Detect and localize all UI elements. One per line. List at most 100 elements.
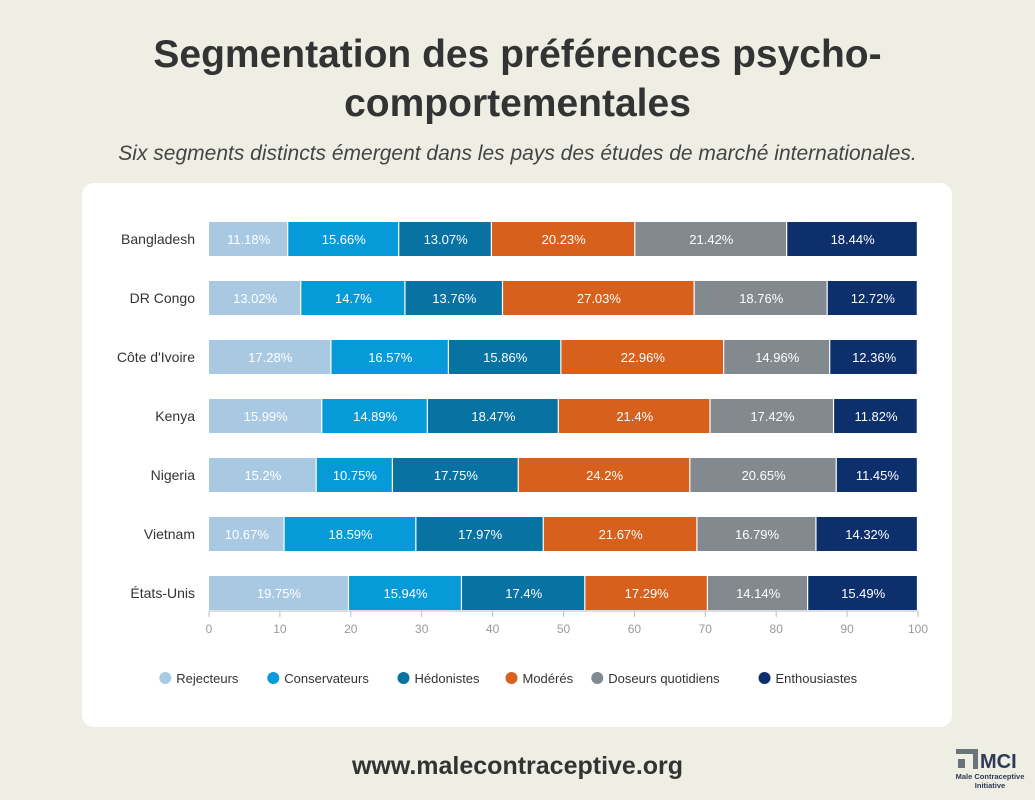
bar-value-label: 17.42% xyxy=(750,409,795,424)
bar-segment xyxy=(427,399,558,433)
x-tick-label: 100 xyxy=(908,622,928,636)
mci-logo-line2: Initiative xyxy=(975,781,1005,790)
bar-value-label: 14.14% xyxy=(736,586,781,601)
bar-segment xyxy=(209,399,322,433)
bar-value-label: 15.49% xyxy=(841,586,886,601)
bar-segment xyxy=(827,281,917,315)
legend-label: Doseurs quotidiens xyxy=(608,671,720,686)
bar-segment xyxy=(707,576,808,610)
bar-segment xyxy=(322,399,427,433)
bar-segment xyxy=(209,222,288,256)
legend-label: Hédonistes xyxy=(415,671,481,686)
bar-value-label: 18.59% xyxy=(329,527,374,542)
x-tick-label: 80 xyxy=(770,622,784,636)
bar-segment xyxy=(209,576,348,610)
bar-value-label: 14.89% xyxy=(353,409,398,424)
bar-segment xyxy=(724,340,830,374)
bar-value-label: 13.02% xyxy=(233,291,278,306)
bar-segment xyxy=(690,458,836,492)
x-tick-label: 40 xyxy=(486,622,500,636)
stacked-bar-chart: Bangladesh 11.18% 15.66% 13.07% 20.23% 21.42%… xyxy=(117,222,928,686)
category-label: Bangladesh xyxy=(121,231,195,247)
legend-marker xyxy=(267,672,280,684)
category-label: États-Unis xyxy=(130,585,195,601)
bar-segment xyxy=(399,222,491,256)
bar-segment xyxy=(558,399,710,433)
bar-value-label: 14.32% xyxy=(845,527,890,542)
legend-marker xyxy=(159,672,172,684)
bar-value-label: 16.79% xyxy=(735,527,780,542)
bar-value-label: 15.99% xyxy=(244,409,289,424)
bar-value-label: 21.4% xyxy=(616,409,653,424)
x-tick-label: 20 xyxy=(344,622,358,636)
bar-segment xyxy=(416,517,543,551)
bar-value-label: 27.03% xyxy=(577,291,622,306)
bar-value-label: 17.29% xyxy=(625,586,670,601)
bar-value-label: 14.96% xyxy=(755,350,800,365)
bar-value-label: 22.96% xyxy=(621,350,666,365)
bar-segment xyxy=(301,281,405,315)
bar-segment xyxy=(209,458,316,492)
bar-value-label: 11.82% xyxy=(854,409,898,424)
category-label: Kenya xyxy=(155,408,195,424)
bar-value-label: 19.75% xyxy=(257,586,302,601)
bar-segment xyxy=(543,517,697,551)
bar-value-label: 10.75% xyxy=(333,468,378,483)
bar-value-label: 14.7% xyxy=(335,291,372,306)
mci-logo-abbr: MCI xyxy=(980,751,1017,773)
chart-title: Segmentation des préférences psycho-comp… xyxy=(153,33,882,125)
bar-value-label: 11.18% xyxy=(227,232,271,247)
bar-value-label: 21.42% xyxy=(689,232,734,247)
bar-segment xyxy=(405,281,502,315)
bar-segment xyxy=(697,517,816,551)
mci-logo: MCI Male Contraceptive Initiative xyxy=(956,749,1024,790)
footer-url[interactable]: www.malecontraceptive.org xyxy=(351,752,684,780)
bar-segment xyxy=(816,517,917,551)
legend-label: Modérés xyxy=(523,671,574,686)
bar-value-label: 11.45% xyxy=(856,468,900,483)
category-label: Vietnam xyxy=(144,526,195,542)
bar-value-label: 24.2% xyxy=(586,468,623,483)
bar-segment xyxy=(316,458,392,492)
bar-segment xyxy=(349,576,461,610)
bar-value-label: 17.28% xyxy=(248,350,293,365)
legend-label: Enthousiastes xyxy=(776,671,858,686)
legend-label: Conservateurs xyxy=(284,671,369,686)
bar-value-label: 15.86% xyxy=(483,350,528,365)
bar-segment xyxy=(209,340,331,374)
bar-value-label: 18.47% xyxy=(471,409,516,424)
bar-value-label: 20.65% xyxy=(742,468,787,483)
bar-segment xyxy=(694,281,827,315)
legend-marker xyxy=(591,672,604,684)
bar-value-label: 18.76% xyxy=(739,291,784,306)
x-tick-label: 70 xyxy=(699,622,713,636)
bar-value-label: 15.2% xyxy=(244,468,281,483)
x-tick-label: 60 xyxy=(628,622,642,636)
bar-segment xyxy=(392,458,518,492)
bar-value-label: 18.44% xyxy=(831,232,876,247)
bar-segment xyxy=(808,576,917,610)
category-label: Nigeria xyxy=(151,467,196,483)
bar-segment xyxy=(209,281,301,315)
bar-segment xyxy=(331,340,448,374)
bar-value-label: 20.23% xyxy=(542,232,587,247)
chart-subtitle: Six segments distincts émergent dans les… xyxy=(118,142,917,165)
bar-segment xyxy=(834,399,917,433)
bar-segment xyxy=(710,399,833,433)
bar-segment xyxy=(209,517,284,551)
bar-segment xyxy=(491,222,635,256)
mci-logo-mark xyxy=(956,749,978,769)
bar-segment xyxy=(635,222,787,256)
bar-value-label: 12.36% xyxy=(852,350,897,365)
bar-value-label: 16.57% xyxy=(368,350,413,365)
legend-marker xyxy=(758,672,771,684)
bar-segment xyxy=(518,458,690,492)
bar-value-label: 21.67% xyxy=(599,527,644,542)
x-tick-label: 90 xyxy=(840,622,854,636)
x-tick-label: 50 xyxy=(557,622,571,636)
bar-value-label: 17.75% xyxy=(434,468,479,483)
x-tick-label: 10 xyxy=(273,622,287,636)
bar-segment xyxy=(462,576,585,610)
x-tick-label: 30 xyxy=(415,622,429,636)
bar-value-label: 15.66% xyxy=(322,232,367,247)
